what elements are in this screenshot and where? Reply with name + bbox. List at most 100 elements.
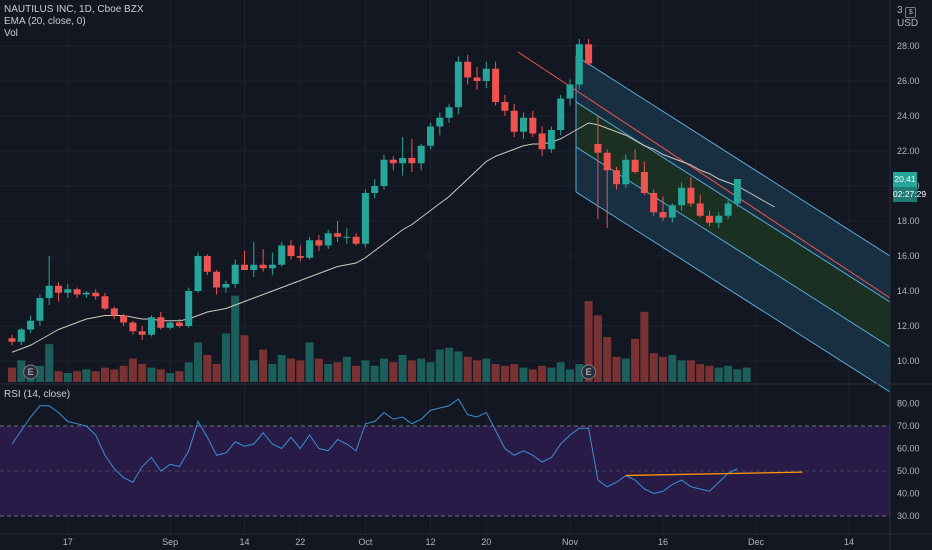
candle-body: [315, 240, 323, 246]
candle-body: [640, 172, 648, 193]
currency-selector[interactable]: 3 $USD: [897, 5, 932, 29]
candle: [73, 287, 81, 298]
candle-body: [138, 331, 146, 335]
candle: [296, 245, 304, 262]
volume-bar: [556, 362, 565, 382]
symbol-title[interactable]: NAUTILUS INC, 1D, Cboe BZX: [4, 4, 144, 15]
candle-body: [706, 215, 713, 223]
candle-body: [343, 236, 351, 238]
volume-bar: [519, 367, 528, 382]
candle: [715, 212, 723, 228]
volume-bar: [677, 360, 686, 382]
volume-legend[interactable]: Vol: [4, 28, 18, 39]
candle: [175, 319, 183, 328]
candle: [45, 256, 53, 305]
candle-body: [715, 215, 723, 223]
earnings-marker: E: [23, 364, 39, 380]
volume-bar: [156, 369, 165, 382]
candle-body: [668, 205, 676, 218]
rsi-band: [0, 426, 890, 516]
candle: [166, 320, 174, 330]
candle: [464, 54, 472, 85]
candle-body: [287, 245, 295, 256]
candle: [129, 320, 137, 335]
rsi-legend[interactable]: RSI (14, close): [4, 389, 70, 401]
candle-body: [464, 61, 472, 78]
volume-bar: [649, 353, 658, 382]
candle: [427, 123, 434, 150]
candle: [213, 270, 221, 295]
candle: [501, 95, 509, 116]
rsi-tick-label: 80.00: [897, 399, 920, 409]
currency-icon: $: [905, 7, 917, 18]
volume-bar: [500, 365, 509, 382]
volume-bar: [742, 367, 751, 382]
candle: [510, 103, 518, 137]
candle: [148, 315, 155, 337]
candle-body: [650, 193, 658, 213]
price-tick-label: 28.00: [897, 41, 920, 51]
currency-label: USD: [897, 18, 919, 29]
volume-bar: [361, 360, 370, 382]
price-tick-label: 26.00: [897, 76, 920, 86]
channel-inner-top: [575, 101, 891, 303]
candle-body: [510, 110, 518, 132]
candle: [371, 179, 379, 199]
time-tick-label: Sep: [162, 537, 178, 547]
volume-bar: [621, 358, 630, 382]
volume-bar: [380, 358, 388, 382]
candlesticks[interactable]: [8, 39, 741, 346]
candle: [194, 252, 202, 293]
earnings-label: E: [28, 367, 34, 377]
candle: [668, 203, 676, 223]
volume-bar: [714, 367, 723, 382]
volume-bar: [147, 367, 156, 382]
volume-bar: [612, 356, 621, 382]
candle-body: [659, 212, 667, 218]
volume-bar: [240, 335, 249, 382]
rsi-title[interactable]: RSI (14, close): [4, 389, 71, 400]
candle-body: [631, 159, 639, 172]
candle: [566, 79, 574, 106]
price-tick-label: 18.00: [897, 216, 920, 226]
ema-20-line: [11, 122, 775, 353]
candle: [613, 166, 620, 190]
volume-bar: [110, 369, 119, 382]
volume-bar: [101, 367, 109, 382]
time-tick-label: 16: [658, 537, 668, 547]
candle: [454, 56, 462, 115]
candle-body: [622, 159, 630, 185]
candle-body: [575, 44, 583, 85]
volume-bar: [566, 369, 574, 382]
candle: [343, 228, 351, 244]
volume-bar: [17, 360, 26, 382]
candle: [36, 294, 44, 326]
volume-bar: [538, 365, 547, 382]
candle-body: [733, 179, 741, 204]
volume-bar: [352, 365, 361, 382]
volume-bar: [259, 349, 268, 382]
volume-bar: [54, 371, 63, 382]
candle: [287, 240, 295, 260]
candle: [138, 326, 146, 340]
volume-bar: [370, 365, 379, 382]
volume-bar: [8, 367, 16, 382]
candle-body: [399, 158, 407, 164]
volume-bar: [724, 365, 733, 382]
candle-body: [166, 322, 174, 328]
candle: [585, 39, 593, 66]
volume-bar: [138, 364, 147, 382]
candle: [17, 327, 25, 346]
ema-legend[interactable]: EMA (20, close, 0): [4, 16, 86, 27]
candle: [520, 112, 527, 139]
price-tick-label: 22.00: [897, 146, 920, 156]
volume-bar: [324, 364, 333, 382]
rsi-tick-label: 40.00: [897, 489, 920, 499]
candle-body: [231, 264, 239, 284]
candle: [110, 306, 118, 319]
main-legend[interactable]: NAUTILUS INC, 1D, Cboe BZX EMA (20, clos…: [4, 4, 143, 40]
volume-bar: [249, 360, 258, 382]
price-tick-label: 14.00: [897, 286, 920, 296]
